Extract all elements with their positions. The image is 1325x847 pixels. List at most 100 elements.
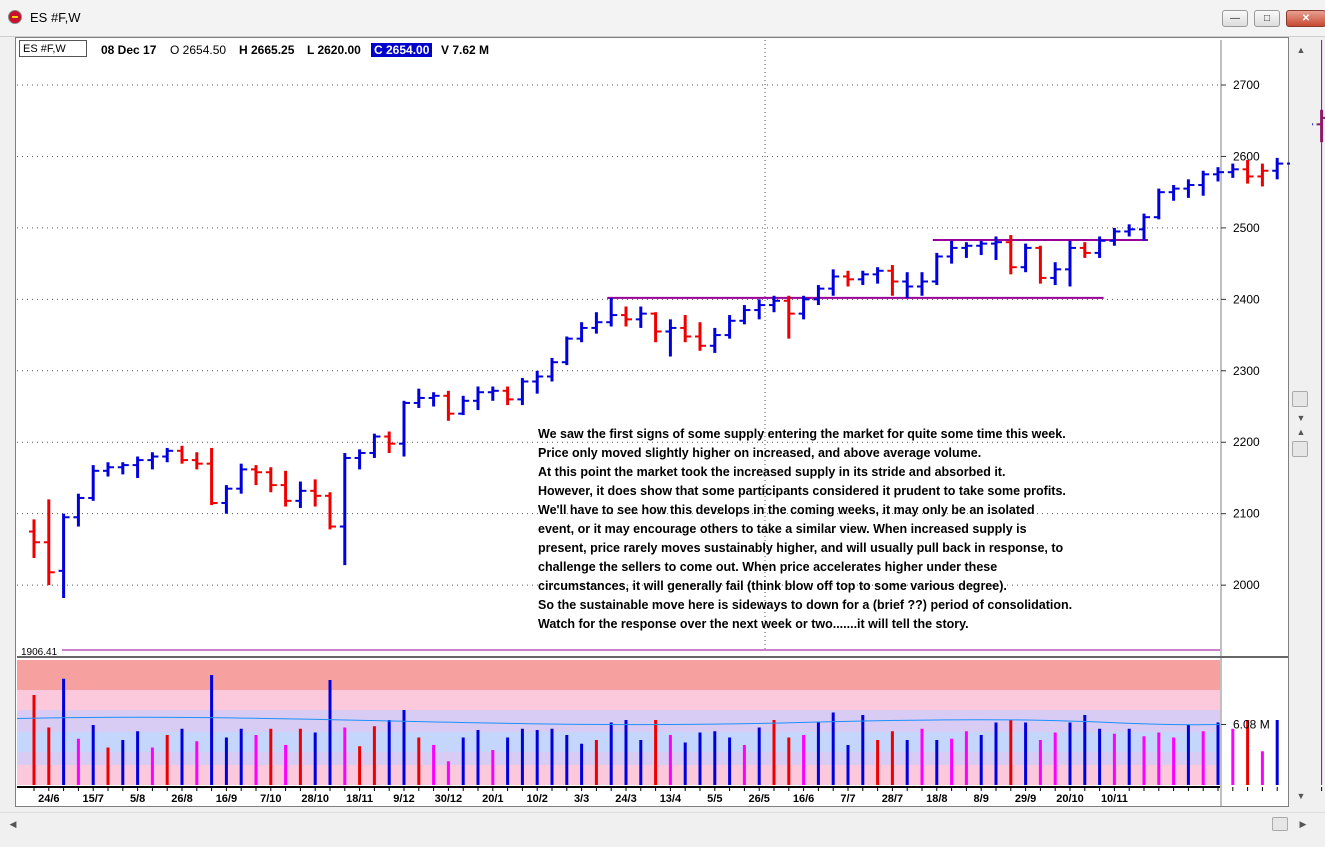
vertical-scrollbar[interactable]: ▲ ▼ ▲ ▼ [1290,37,1312,807]
note-line: challenge the sellers to come out. When … [538,560,998,574]
x-tick-label: 15/7 [82,793,103,805]
price-pane [17,40,1220,656]
ohlc-bar [206,447,218,506]
ohlc-bar [265,467,277,493]
scroll-thumb-horizontal[interactable] [1272,817,1288,831]
ohlc-bar [147,452,159,470]
ohlc-bar [88,465,100,501]
x-tick-label: 7/10 [260,793,281,805]
note-line: At this point the market took the increa… [538,465,1006,479]
price-tick-label: 2400 [1233,292,1260,306]
scroll-up-icon[interactable]: ▲ [1296,427,1306,437]
note-line: circumstances, it will generally fail (t… [538,579,1007,593]
ohlc-bar [29,519,40,558]
ohlc-bar [295,481,307,508]
ohlc-bar [280,470,292,507]
ohlc-bar [236,463,248,494]
scroll-down-icon[interactable]: ▼ [1296,413,1306,423]
ohlc-bar [103,462,114,477]
ohlc-bar [591,312,603,334]
volume-band [17,752,1220,765]
ohlc-bar [1213,167,1224,182]
ohlc-bar [769,295,780,313]
ohlc-bar [650,312,662,343]
ohlc-bar [1272,157,1284,180]
ohlc-bar [576,322,588,343]
scroll-left-icon[interactable]: ◀ [9,819,17,829]
low-value: L 2620.00 [307,43,361,57]
ohlc-bar [487,386,499,401]
ohlc-bar [1183,179,1195,198]
ohlc-bar [1168,185,1180,201]
ohlc-bar [1242,160,1254,184]
x-tick-label: 13/4 [660,793,682,805]
ohlc-bar [413,388,425,408]
ohlc-bar [1005,235,1017,275]
price-min-label: 1906.41 [21,647,58,658]
ohlc-bar [73,493,85,527]
ohlc-bar [902,272,914,298]
high-value: H 2665.25 [239,43,295,57]
price-tick-label: 2700 [1233,78,1260,92]
window-title: ES #F,W [30,10,81,25]
ohlc-bar [754,299,766,320]
volume-axis-label: 6.08 M [1233,718,1270,732]
ohlc-bar [857,270,869,286]
ohlc-bar [561,336,573,366]
ohlc-bar [1316,109,1325,143]
volume-band [17,660,1220,690]
x-tick-label: 24/3 [615,793,636,805]
ohlc-bar [665,319,677,357]
ohlc-bar [1079,242,1091,258]
note-line: Price only moved slightly higher on incr… [538,446,982,460]
horizontal-scrollbar[interactable]: ◀ ▶ [0,812,1325,835]
scroll-right-icon[interactable]: ▶ [1299,819,1307,829]
close-button[interactable]: ✕ [1286,10,1325,27]
volume-band [17,765,1220,785]
volume-band [17,732,1220,752]
symbol-input[interactable]: ES #F,W [19,40,87,57]
ohlc-bar [384,431,396,453]
x-tick-label: 9/12 [393,793,414,805]
scroll-down-icon[interactable]: ▼ [1296,791,1306,801]
scroll-thumb-lower[interactable] [1292,441,1308,457]
ohlc-bar [1109,227,1121,246]
ohlc-bar [1020,243,1032,273]
app-icon [8,10,22,24]
x-tick-label: 30/12 [435,793,463,805]
ohlc-bar [221,485,233,514]
ohlc-bar [310,479,322,507]
ohlc-bar [117,462,129,475]
ohlc-bar [473,386,484,411]
ohlc-bar [43,499,55,586]
ohlc-bar [961,242,973,258]
ohlc-bar [325,492,336,530]
scroll-thumb-upper[interactable] [1292,391,1308,407]
note-line: Watch for the response over the next wee… [538,617,969,631]
x-tick-label: 24/6 [38,793,59,805]
ohlc-bar [1257,163,1269,187]
maximize-button[interactable]: □ [1254,10,1280,27]
x-tick-label: 20/10 [1056,793,1084,805]
note-line: However, it does show that some particip… [538,484,1066,498]
ohlc-bar [532,370,544,394]
price-tick-label: 2300 [1233,364,1260,378]
ohlc-bar [251,465,262,486]
ohlc-bar [621,306,632,327]
x-tick-label: 28/10 [301,793,329,805]
x-tick-label: 16/6 [793,793,814,805]
ohlc-bar [1139,213,1150,241]
ohlc-bar [917,272,928,296]
x-tick-label: 5/8 [130,793,145,805]
ohlc-bar [991,236,1002,261]
minimize-button[interactable]: — [1222,10,1248,27]
x-tick-label: 3/3 [574,793,589,805]
ohlc-bar [783,295,795,339]
ohlc-bar [1153,188,1165,220]
scroll-up-icon[interactable]: ▲ [1296,45,1306,55]
ohlc-bar [191,452,203,470]
x-tick-label: 7/7 [840,793,855,805]
ohlc-bar [443,390,455,421]
x-tick-label: 20/1 [482,793,503,805]
